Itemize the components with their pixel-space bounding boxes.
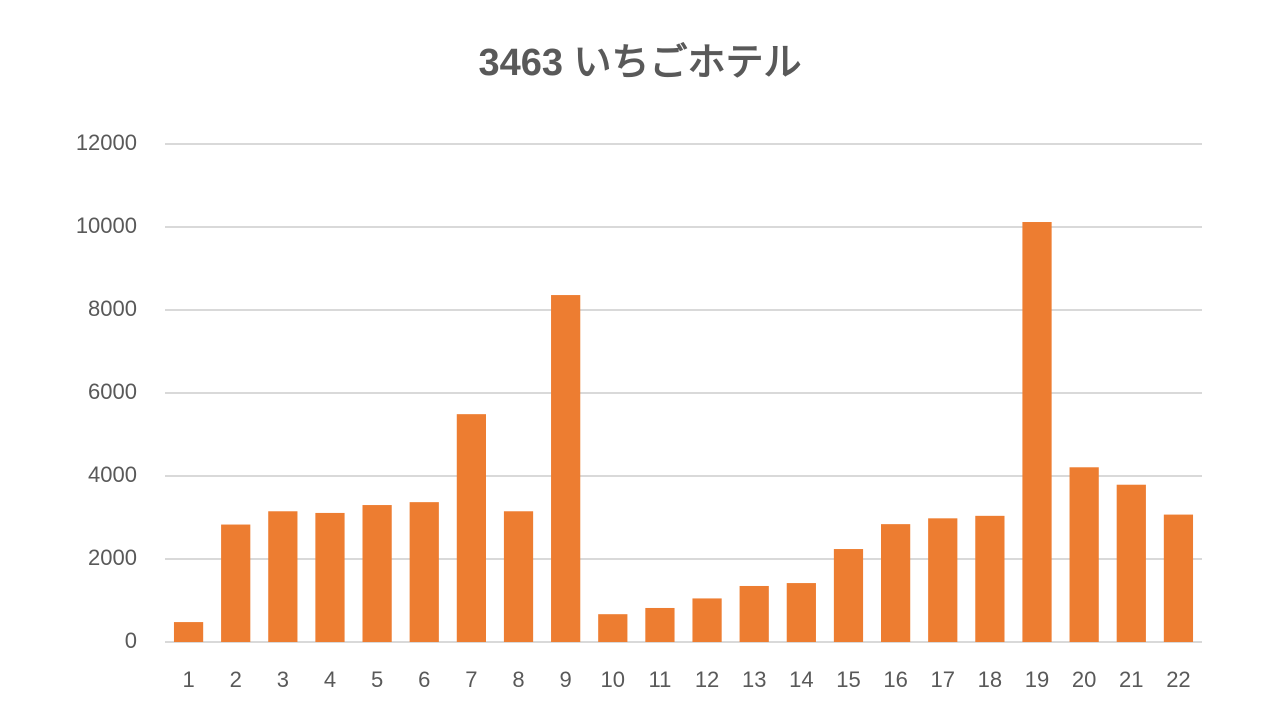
x-tick-label: 7	[465, 667, 477, 692]
y-tick-label: 2000	[88, 545, 137, 570]
y-tick-label: 10000	[76, 213, 137, 238]
chart-title: 3463 いちごホテル	[478, 42, 801, 84]
bar	[645, 607, 675, 642]
bar	[1163, 514, 1194, 642]
bar	[268, 511, 298, 642]
bar	[1069, 467, 1099, 642]
x-tick-label: 18	[978, 667, 1002, 692]
x-tick-label: 3	[277, 667, 289, 692]
x-tick-label: 10	[601, 667, 625, 692]
x-tick-label: 1	[182, 667, 194, 692]
bar	[786, 583, 816, 642]
bar	[551, 295, 581, 642]
y-tick-label: 6000	[88, 379, 137, 404]
x-tick-label: 17	[931, 667, 955, 692]
y-tick-label: 12000	[76, 130, 137, 155]
x-tick-label: 6	[418, 667, 430, 692]
bar	[221, 524, 251, 642]
x-tick-label: 15	[836, 667, 860, 692]
x-tick-label: 20	[1072, 667, 1096, 692]
x-tick-label: 12	[695, 667, 719, 692]
x-tick-label: 11	[649, 667, 672, 692]
bar	[692, 598, 722, 642]
bar	[833, 549, 864, 642]
bar	[362, 505, 392, 642]
bar	[975, 515, 1005, 642]
x-tick-label: 13	[742, 667, 766, 692]
bar	[315, 512, 345, 642]
x-tick-label: 16	[883, 667, 907, 692]
bar	[598, 614, 628, 642]
x-tick-label: 19	[1025, 667, 1049, 692]
y-tick-label: 0	[125, 628, 137, 653]
x-tick-label: 5	[371, 667, 383, 692]
bar	[739, 585, 769, 642]
x-tick-label: 4	[324, 667, 336, 692]
x-tick-label: 22	[1166, 667, 1190, 692]
x-tick-label: 8	[512, 667, 524, 692]
bar	[928, 518, 958, 642]
x-tick-label: 2	[230, 667, 242, 692]
bar	[881, 524, 911, 642]
x-tick-label: 14	[789, 667, 813, 692]
x-tick-label: 9	[560, 667, 572, 692]
y-tick-label: 4000	[88, 462, 137, 487]
bar	[173, 622, 204, 642]
bar	[409, 502, 439, 642]
x-tick-label: 21	[1119, 667, 1143, 692]
bar	[1022, 222, 1052, 642]
y-tick-label: 8000	[88, 296, 137, 321]
bar	[1116, 484, 1146, 642]
bar	[456, 414, 486, 642]
bar	[503, 511, 534, 642]
